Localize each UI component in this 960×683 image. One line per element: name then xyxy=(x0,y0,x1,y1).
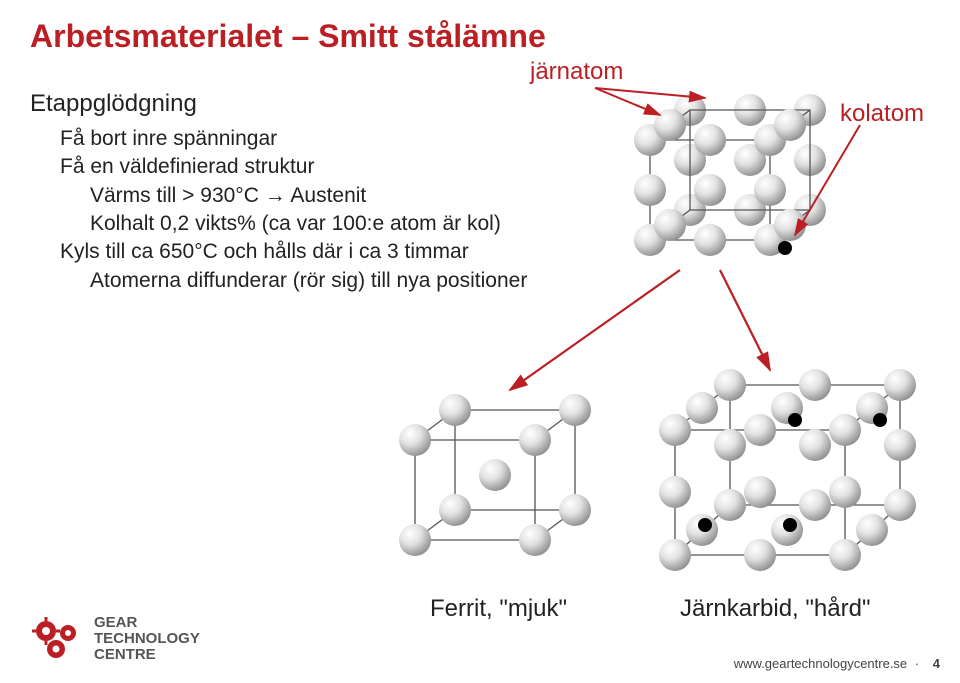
label-ferrit: Ferrit, "mjuk" xyxy=(430,595,567,623)
logo-line-1: GEAR xyxy=(94,615,200,631)
iron-atoms xyxy=(659,369,916,571)
bullet-2a: Värms till > 930°C → Austenit xyxy=(90,182,527,210)
footer-sep: · xyxy=(915,656,919,671)
logo-line-3: CENTRE xyxy=(94,647,200,663)
logo-line-2: TECHNOLOGY xyxy=(94,631,200,647)
lattice-karbid xyxy=(650,360,930,590)
footer-url: www.geartechnologycentre.se xyxy=(734,656,907,671)
footer: www.geartechnologycentre.se · 4 xyxy=(734,656,940,671)
page-title: Arbetsmaterialet – Smitt stålämne xyxy=(30,18,546,55)
bullet-2b: Kolhalt 0,2 vikts% (ca var 100:e atom är… xyxy=(90,210,527,238)
logo: GEAR TECHNOLOGY CENTRE xyxy=(30,615,200,663)
label-karbid: Järnkarbid, "hård" xyxy=(680,595,870,623)
lattice-ferrit xyxy=(385,380,605,580)
bullet-1: Få bort inre spänningar xyxy=(60,125,527,153)
footer-page: 4 xyxy=(933,656,940,671)
bullet-2: Få en väldefinierad struktur xyxy=(60,153,527,181)
section-subtitle: Etappglödgning xyxy=(30,90,197,118)
gear-icon xyxy=(30,615,86,663)
label-arrows-top xyxy=(520,60,920,260)
